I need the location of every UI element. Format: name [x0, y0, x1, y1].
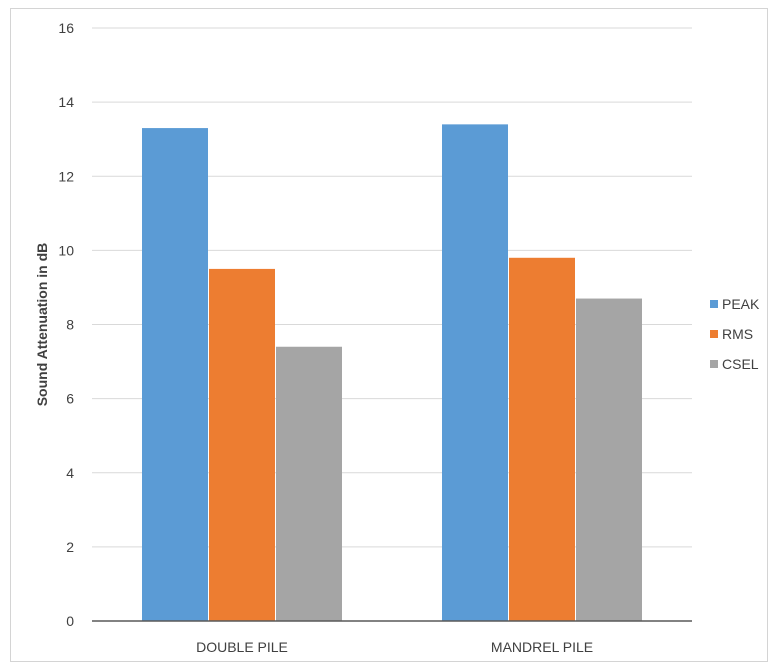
legend-label-csel: CSEL — [722, 356, 759, 372]
y-tick-label: 0 — [66, 613, 74, 629]
y-tick-label: 4 — [66, 465, 74, 481]
legend-swatch-csel — [710, 360, 718, 368]
y-tick-labels: 0 2 4 6 8 10 12 14 16 — [58, 20, 74, 629]
legend-label-rms: RMS — [722, 326, 753, 342]
legend: PEAK RMS CSEL — [710, 296, 760, 372]
y-tick-label: 8 — [66, 317, 74, 333]
bar-rms-double-pile — [209, 268, 275, 621]
legend-label-peak: PEAK — [722, 296, 760, 312]
x-tick-labels: DOUBLE PILE MANDREL PILE — [196, 639, 593, 655]
y-tick-label: 16 — [58, 20, 74, 36]
bar-csel-double-pile — [276, 346, 342, 621]
legend-swatch-rms — [710, 330, 718, 338]
y-tick-label: 12 — [58, 168, 74, 184]
y-tick-label: 10 — [58, 242, 74, 258]
bar-peak-double-pile — [142, 128, 208, 621]
bar-csel-mandrel-pile — [576, 298, 642, 621]
x-tick-label: MANDREL PILE — [491, 639, 593, 655]
y-tick-label: 2 — [66, 539, 74, 555]
y-axis-title: Sound Attenuation in dB — [34, 243, 50, 407]
bar-peak-mandrel-pile — [442, 124, 508, 622]
bars — [142, 124, 642, 622]
bar-rms-mandrel-pile — [509, 257, 575, 621]
legend-swatch-peak — [710, 300, 718, 308]
y-tick-label: 14 — [58, 94, 74, 110]
x-tick-label: DOUBLE PILE — [196, 639, 288, 655]
y-tick-label: 6 — [66, 391, 74, 407]
